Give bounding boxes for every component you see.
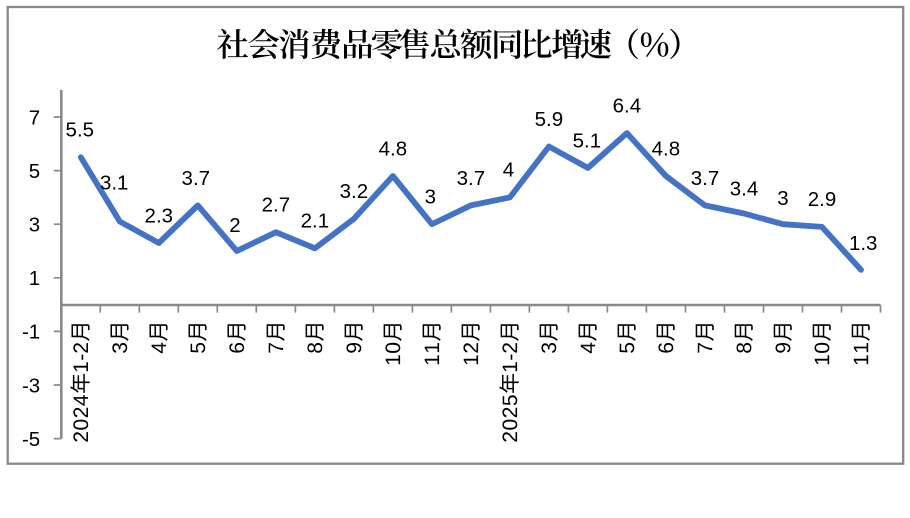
svg-text:3: 3 xyxy=(425,186,436,209)
svg-text:5.1: 5.1 xyxy=(573,129,602,152)
svg-text:3: 3 xyxy=(777,187,788,210)
svg-text:3.7: 3.7 xyxy=(182,167,211,190)
svg-text:2.1: 2.1 xyxy=(301,210,330,233)
svg-text:3.7: 3.7 xyxy=(457,167,486,190)
svg-text:4.8: 4.8 xyxy=(652,137,681,160)
svg-text:3.7: 3.7 xyxy=(691,167,720,190)
svg-text:1.3: 1.3 xyxy=(849,232,878,255)
svg-text:2: 2 xyxy=(229,214,240,237)
svg-text:3.4: 3.4 xyxy=(730,178,759,201)
svg-text:2.7: 2.7 xyxy=(262,194,291,217)
svg-text:3: 3 xyxy=(29,214,40,237)
svg-text:-5: -5 xyxy=(22,428,40,451)
svg-text:-1: -1 xyxy=(22,321,40,344)
svg-text:5: 5 xyxy=(29,160,40,183)
svg-text:3.2: 3.2 xyxy=(340,180,369,203)
svg-text:2.9: 2.9 xyxy=(808,188,837,211)
svg-text:-3: -3 xyxy=(22,374,40,397)
svg-text:4: 4 xyxy=(503,159,514,182)
svg-text:7: 7 xyxy=(29,106,40,129)
svg-text:6.4: 6.4 xyxy=(613,94,642,117)
svg-text:2.3: 2.3 xyxy=(145,204,174,227)
svg-text:5.9: 5.9 xyxy=(535,108,564,131)
svg-text:4.8: 4.8 xyxy=(379,137,408,160)
svg-text:3.1: 3.1 xyxy=(100,172,129,195)
svg-text:1: 1 xyxy=(29,267,40,290)
svg-text:5.5: 5.5 xyxy=(66,119,95,142)
